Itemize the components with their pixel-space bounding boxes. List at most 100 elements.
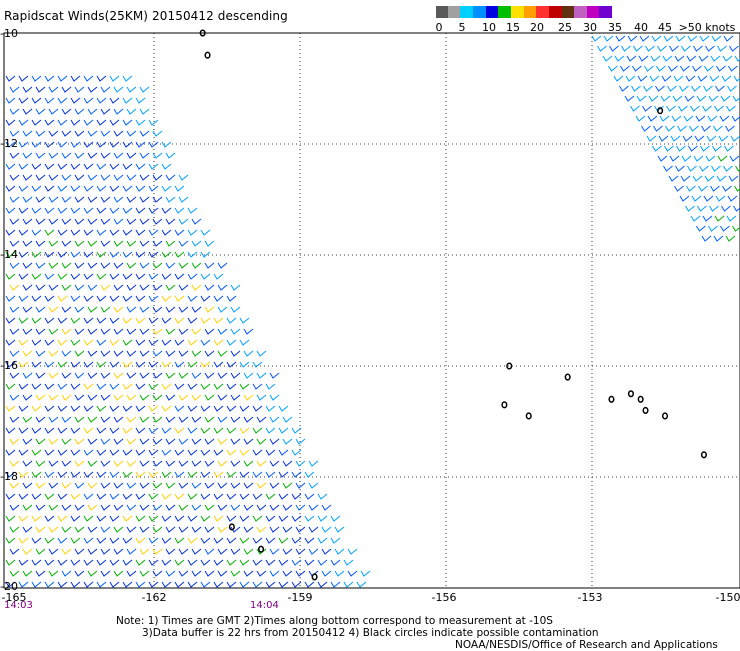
wind-barb (162, 142, 171, 147)
wind-barb (166, 351, 175, 356)
wind-barb (179, 571, 188, 576)
wind-barb (201, 516, 210, 521)
wind-barb (62, 329, 71, 334)
wind-barb (733, 226, 740, 231)
wind-barb (270, 373, 279, 378)
wind-barb (687, 186, 696, 191)
wind-barb (36, 285, 45, 290)
wind-barb (714, 236, 723, 241)
wind-barb (646, 46, 655, 51)
wind-barb (136, 450, 145, 455)
wind-barb (71, 384, 80, 389)
wind-barb (88, 131, 97, 136)
x-tick-159: -159 (288, 591, 313, 604)
wind-barb (309, 483, 318, 488)
wind-barb (270, 461, 279, 466)
wind-barb (110, 340, 119, 345)
wind-barb (136, 494, 145, 499)
wind-barb (6, 208, 15, 213)
wind-barb (188, 340, 197, 345)
wind-barb (75, 197, 84, 202)
wind-barb (114, 329, 123, 334)
wind-barb (58, 164, 67, 169)
wind-barb (201, 494, 210, 499)
wind-barb (665, 146, 674, 151)
wind-barb (279, 428, 288, 433)
legend-label-35: 35 (608, 21, 622, 34)
wind-barb (670, 46, 679, 51)
wind-barb (23, 307, 32, 312)
wind-barb (110, 406, 119, 411)
wind-barb (10, 373, 19, 378)
wind-barb (656, 86, 665, 91)
wind-barb (123, 164, 132, 169)
wind-barb (283, 527, 292, 532)
island-marker (629, 391, 634, 397)
island-marker (565, 374, 570, 380)
wind-barb (45, 208, 54, 213)
wind-barb (58, 406, 67, 411)
wind-barb (62, 351, 71, 356)
wind-barb (127, 483, 136, 488)
wind-barb (84, 186, 93, 191)
wind-barb (136, 98, 145, 103)
wind-barb (23, 351, 32, 356)
wind-barb (101, 197, 110, 202)
wind-barb (292, 538, 301, 543)
wind-barb (201, 538, 210, 543)
wind-barb (19, 494, 28, 499)
wind-barb (227, 582, 236, 587)
wind-barb (270, 549, 279, 554)
wind-barb (110, 516, 119, 521)
wind-barb (49, 351, 58, 356)
wind-barb (331, 516, 340, 521)
wind-barb (662, 76, 671, 81)
wind-barb (257, 373, 266, 378)
wind-barb (88, 285, 97, 290)
wind-barb (188, 516, 197, 521)
wind-barb (97, 516, 106, 521)
wind-barb (693, 66, 702, 71)
wind-barb (97, 450, 106, 455)
wind-barb (227, 538, 236, 543)
wind-barb (6, 120, 15, 125)
swath-right-barbs (592, 36, 740, 241)
wind-barb (23, 329, 32, 334)
wind-barb (722, 206, 731, 211)
wind-barb (179, 417, 188, 422)
wind-barb (650, 76, 659, 81)
wind-barb (240, 472, 249, 477)
island-marker (205, 52, 210, 58)
wind-barb (127, 329, 136, 334)
wind-barb (227, 406, 236, 411)
wind-barb (19, 318, 28, 323)
wind-barb (218, 263, 227, 268)
wind-barb (179, 439, 188, 444)
wind-barb (10, 131, 19, 136)
wind-barb (84, 494, 93, 499)
wind-barb (227, 428, 236, 433)
wind-barb (205, 439, 214, 444)
wind-barb (149, 120, 158, 125)
wind-barb (49, 329, 58, 334)
wind-barb (75, 109, 84, 114)
wind-barb (648, 116, 657, 121)
wind-barb (162, 362, 171, 367)
wind-barb (136, 340, 145, 345)
wind-barb (218, 285, 227, 290)
wind-barb (218, 373, 227, 378)
wind-barb (71, 560, 80, 565)
wind-barb (10, 241, 19, 246)
wind-barb (23, 131, 32, 136)
wind-barb (726, 236, 735, 241)
wind-barb (149, 406, 158, 411)
wind-barb (348, 549, 357, 554)
wind-barb (127, 219, 136, 224)
wind-barb (123, 494, 132, 499)
wind-barb (19, 76, 28, 81)
wind-barb (705, 66, 714, 71)
wind-barb (136, 560, 145, 565)
wind-barb (45, 582, 54, 587)
wind-barb (292, 582, 301, 587)
wind-barb (153, 571, 162, 576)
